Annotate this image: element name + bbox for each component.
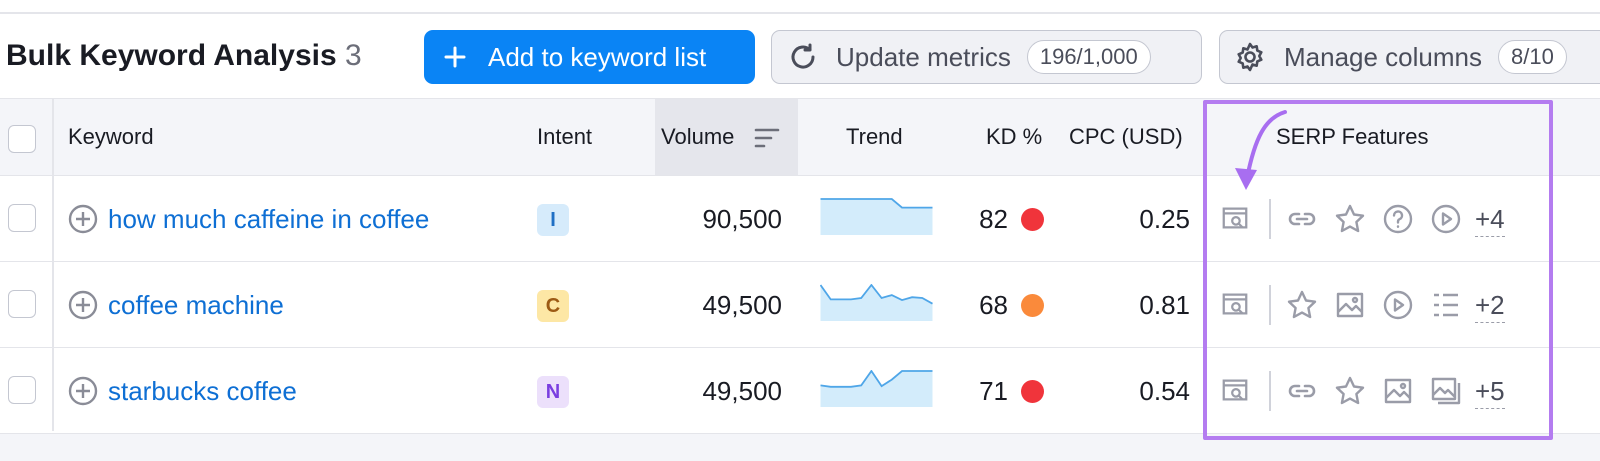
refresh-icon — [791, 43, 815, 69]
trend-line — [820, 198, 933, 209]
kd-dot — [1021, 380, 1044, 403]
keyword-link[interactable]: coffee machine — [108, 290, 284, 320]
serp-icons — [1222, 199, 1461, 239]
serp-icons — [1222, 285, 1460, 325]
plus-icon — [444, 46, 466, 68]
kd-dot — [1021, 294, 1044, 317]
gear-icon — [1237, 42, 1263, 72]
serp-icons — [1222, 371, 1461, 411]
column-header[interactable]: CPC (USD) — [1069, 124, 1183, 149]
keyword-count: 3 — [345, 39, 362, 72]
highlight-arrow — [1235, 110, 1287, 190]
select-all-checkbox[interactable] — [8, 125, 36, 153]
serp-more-label[interactable]: +4 — [1475, 204, 1505, 237]
volume: 49,500 — [702, 376, 782, 406]
serp-more-label[interactable]: +2 — [1475, 290, 1505, 323]
update-button-label: Update metrics — [836, 41, 1011, 72]
page-title: Bulk Keyword Analysis 3 — [6, 36, 362, 76]
trend-sparkline — [820, 284, 933, 321]
manage-badge: 8/10 — [1498, 40, 1567, 74]
keyword-link[interactable]: how much caffeine in coffee — [108, 204, 430, 234]
table-row: starbucks coffee N 49,500 71 0.54 +5 — [0, 348, 1600, 434]
serp-more[interactable]: +2 — [1475, 262, 1505, 348]
column-header[interactable]: Keyword — [68, 124, 154, 149]
manage-button[interactable]: Manage columns 8/10 — [1219, 30, 1600, 84]
table-header — [0, 98, 1600, 176]
volume: 90,500 — [702, 204, 782, 234]
cpc-value: 0.54 — [1139, 376, 1190, 406]
trend-area — [820, 199, 933, 235]
column-header[interactable]: KD % — [986, 124, 1043, 149]
row-checkbox[interactable] — [8, 290, 36, 318]
trend-sparkline — [820, 198, 933, 235]
kd-dot — [1021, 208, 1044, 231]
update-badge: 196/1,000 — [1026, 40, 1151, 74]
manage-button-label: Manage columns — [1284, 41, 1482, 72]
add-keyword-icon[interactable] — [68, 204, 98, 234]
keyword-link[interactable]: starbucks coffee — [108, 376, 297, 406]
kd-value: 82 — [979, 204, 1008, 234]
cpc-value: 0.81 — [1139, 290, 1190, 320]
row-checkbox[interactable] — [8, 376, 36, 404]
table-row: how much caffeine in coffee I 90,500 82 … — [0, 176, 1600, 262]
row-checkbox[interactable] — [8, 204, 36, 232]
highlight-box — [1203, 100, 1553, 440]
volume: 49,500 — [702, 290, 782, 320]
serp-more-label[interactable]: +5 — [1475, 376, 1505, 409]
trend-area — [820, 285, 933, 321]
column-divider — [52, 98, 54, 431]
column-header[interactable]: Intent — [537, 124, 593, 149]
column-header[interactable]: Volume — [661, 124, 735, 149]
update-button[interactable]: Update metrics 196/1,000 — [771, 30, 1202, 84]
trend-sparkline — [820, 370, 933, 407]
add-button-label: Add to keyword list — [488, 41, 707, 72]
kd-value: 68 — [979, 290, 1008, 320]
table-row: coffee machine C 49,500 68 0.81 +2 — [0, 262, 1600, 348]
intent-badge: N — [537, 376, 569, 408]
add-button[interactable]: Add to keyword list — [424, 30, 755, 84]
top-border — [0, 12, 1600, 14]
trend-line — [820, 370, 933, 388]
sort-icon[interactable] — [754, 127, 780, 149]
title: Bulk Keyword Analysis — [6, 39, 337, 72]
trend-area — [820, 371, 933, 407]
add-keyword-icon[interactable] — [68, 290, 98, 320]
serp-more[interactable]: +5 — [1475, 348, 1505, 434]
add-keyword-icon[interactable] — [68, 376, 98, 406]
column-header: Trend — [846, 124, 903, 149]
kd-value: 71 — [979, 376, 1008, 406]
column-header: SERP Features — [1276, 124, 1429, 149]
intent-badge: I — [537, 204, 569, 236]
trend-line — [820, 284, 933, 305]
intent-badge: C — [537, 290, 569, 322]
serp-more[interactable]: +4 — [1475, 176, 1505, 262]
sorted-column-bg — [655, 99, 798, 175]
cpc-value: 0.25 — [1139, 204, 1190, 234]
